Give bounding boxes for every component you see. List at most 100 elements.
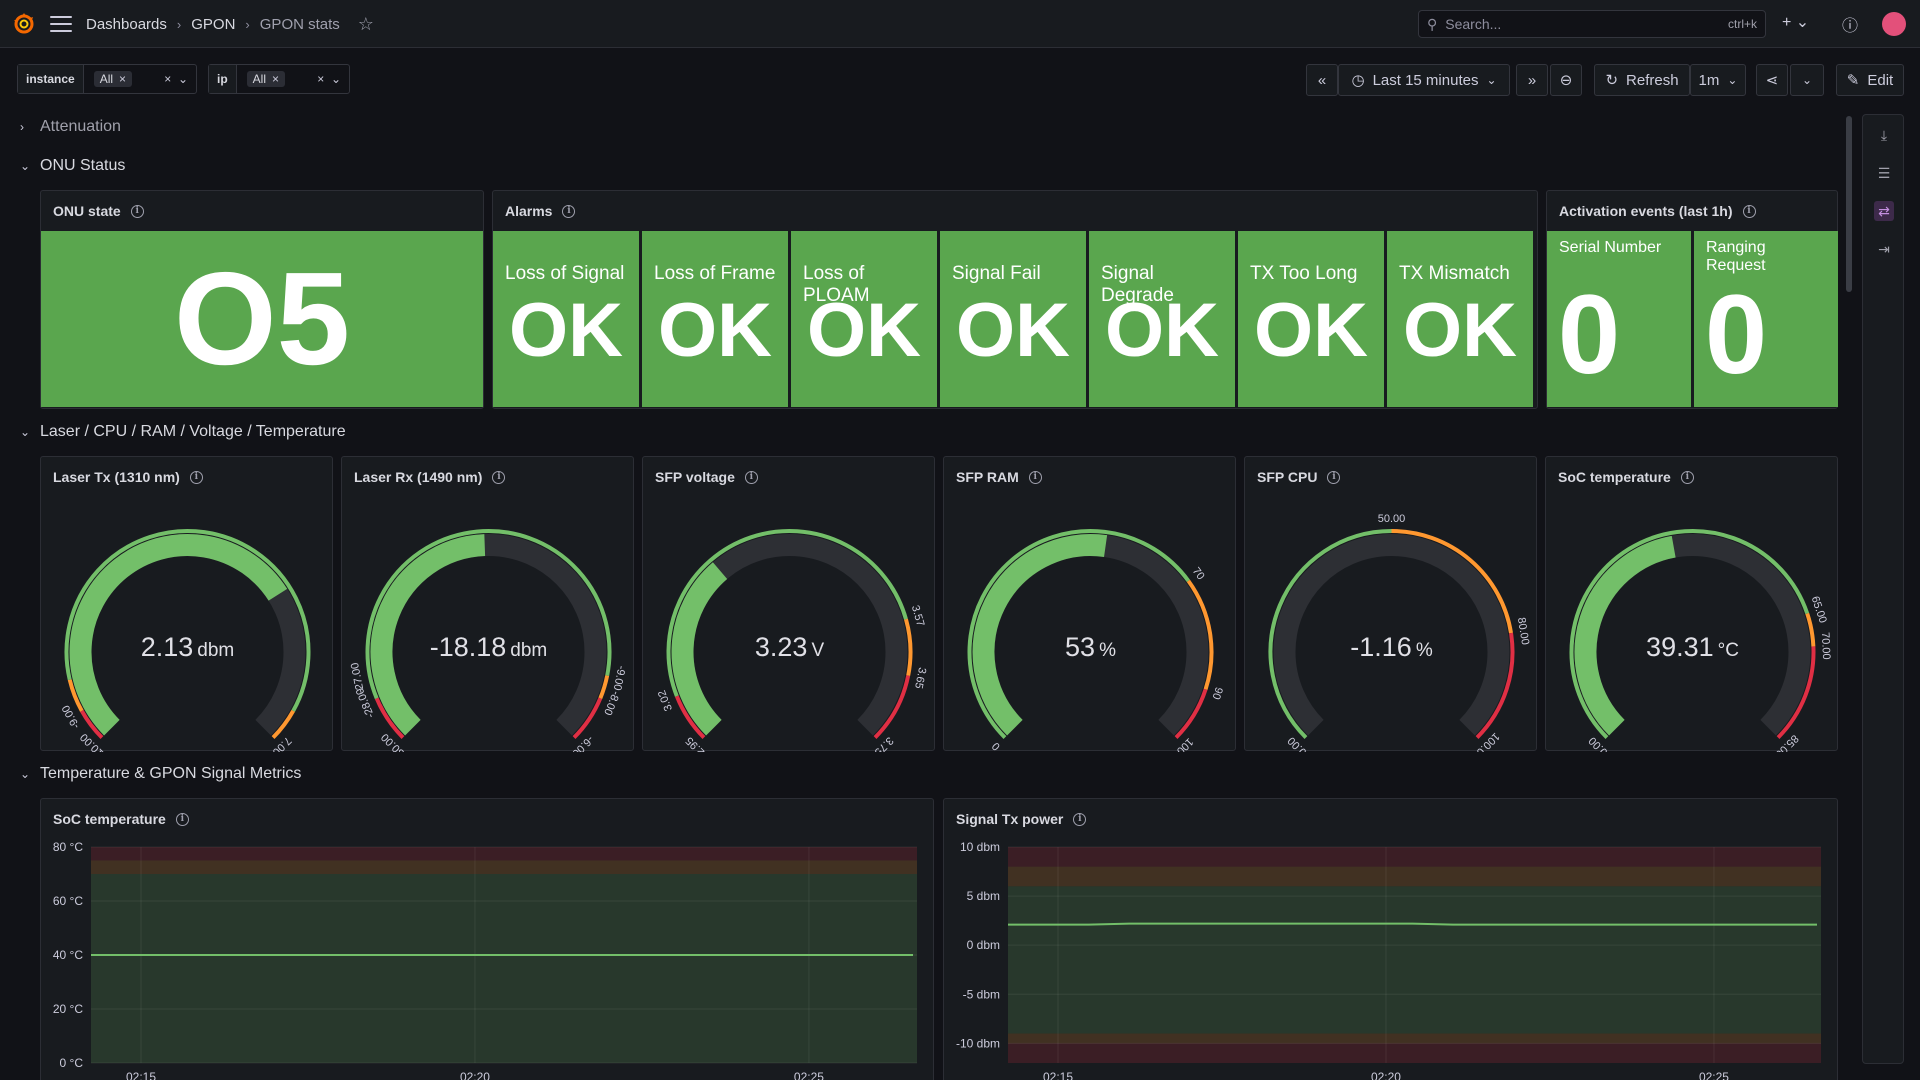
search-shortcut: ctrl+k bbox=[1727, 17, 1757, 31]
panel-signal-tx-power-timeseries[interactable]: Signal Tx power i 10 dbm 5 dbm 0 dbm -5 dbm -… bbox=[943, 798, 1838, 1080]
edit-button[interactable]: ✎ Edit bbox=[1836, 64, 1904, 96]
gauge-threshold-band bbox=[1569, 529, 1810, 739]
chevron-down-icon: ⌄ bbox=[1486, 73, 1497, 87]
chip-remove-icon[interactable]: × bbox=[119, 72, 127, 86]
time-back-button[interactable]: « bbox=[1306, 64, 1338, 96]
chip-remove-icon[interactable]: × bbox=[272, 72, 280, 86]
gauge-tick-label: 85.00 bbox=[1773, 732, 1801, 752]
panel-onu-state[interactable]: ONU state i O5 bbox=[40, 190, 484, 409]
panel-activation-events[interactable]: Activation events (last 1h) i Serial Numb… bbox=[1546, 190, 1838, 409]
gauge-tick-label: 90 bbox=[1209, 685, 1224, 700]
gauge-value-number: 3.23 bbox=[754, 632, 808, 662]
info-icon[interactable]: i bbox=[744, 470, 758, 484]
panel-soc-temperature-timeseries[interactable]: SoC temperature i 80 °C 60 °C 40 °C 20 °C 0 °… bbox=[40, 798, 934, 1080]
row-onu-status[interactable]: ⌄ ONU Status bbox=[20, 157, 125, 175]
threshold-band bbox=[91, 860, 917, 874]
info-icon[interactable]: i bbox=[1028, 470, 1042, 484]
stat-value: OK bbox=[509, 288, 623, 373]
variable-ip[interactable]: ip All × × ⌄ bbox=[208, 64, 350, 94]
stat-value: 0 bbox=[1704, 272, 1768, 397]
add-icon[interactable]: + ⌄ bbox=[1782, 14, 1810, 31]
scrollbar[interactable] bbox=[1846, 116, 1852, 292]
panel-title-text: SFP CPU bbox=[1257, 469, 1318, 485]
gauge-value-arc bbox=[370, 534, 486, 736]
share-button[interactable]: ⋖ bbox=[1756, 64, 1788, 96]
panel-title: SFP voltage i bbox=[655, 469, 758, 485]
info-icon[interactable]: i bbox=[492, 470, 506, 484]
download-icon[interactable]: ⤓ bbox=[1880, 126, 1888, 143]
row-laser[interactable]: ⌄ Laser / CPU / RAM / Voltage / Temperat… bbox=[20, 423, 346, 441]
info-icon[interactable]: i bbox=[1742, 204, 1756, 218]
panel-title-text: ONU state bbox=[53, 203, 121, 219]
info-icon[interactable]: i bbox=[1073, 812, 1087, 826]
panel-title-text: SFP RAM bbox=[956, 469, 1019, 485]
gauge-value-arc bbox=[671, 562, 728, 736]
series-line bbox=[1008, 922, 1817, 926]
info-icon[interactable]: i bbox=[130, 204, 144, 218]
gauge-threshold-band bbox=[67, 679, 84, 712]
info-icon[interactable]: i bbox=[1327, 470, 1341, 484]
share-menu-button[interactable]: ⌄ bbox=[1790, 64, 1824, 96]
time-forward-button[interactable]: » bbox=[1516, 64, 1548, 96]
gauge-threshold-band bbox=[1776, 646, 1816, 739]
help-icon[interactable]: ⓘ bbox=[1842, 18, 1859, 35]
breadcrumb-gpon[interactable]: GPON bbox=[191, 16, 236, 33]
grafana-logo-icon[interactable] bbox=[11, 11, 37, 37]
panel-gauge[interactable]: Laser Tx (1310 nm) i -10.00 -9.00 7.00 2.13 db… bbox=[40, 456, 333, 752]
variable-instance[interactable]: instance All × × ⌄ bbox=[17, 64, 197, 94]
gauge-value: 53% bbox=[944, 632, 1237, 663]
refresh-interval-picker[interactable]: 1m ⌄ bbox=[1690, 64, 1746, 96]
variable-ip-controls-icon[interactable]: × ⌄ bbox=[317, 72, 341, 86]
breadcrumb-dashboards[interactable]: Dashboards bbox=[86, 16, 167, 33]
gauge-tick-label: 80.00 bbox=[1515, 617, 1531, 646]
variable-instance-chip[interactable]: All × bbox=[93, 71, 133, 87]
y-tick-label: 80 °C bbox=[53, 840, 83, 854]
zoom-out-button[interactable]: ⊖ bbox=[1550, 64, 1582, 96]
gauge-tick-label: 65.00 bbox=[1809, 595, 1829, 625]
panel-gauge[interactable]: SoC temperature i 0.00 65.00 70.00 85.00 39.31… bbox=[1545, 456, 1838, 752]
stat-alarm-tile: TX Too Long OK bbox=[1238, 231, 1384, 407]
panel-alarms[interactable]: Alarms i Loss of Signal OK Loss of Frame OK L… bbox=[492, 190, 1538, 409]
panel-gauge[interactable]: Laser Rx (1490 nm) i -30.00 -28.00 -27.00 -9.… bbox=[341, 456, 634, 752]
avatar[interactable] bbox=[1882, 12, 1906, 36]
outline-icon[interactable]: ☰ bbox=[1877, 164, 1891, 181]
x-tick-label: 02:15 bbox=[1043, 1070, 1073, 1080]
stat-label: TX Too Long bbox=[1250, 263, 1358, 284]
panel-title: SFP RAM i bbox=[956, 469, 1042, 485]
variable-ip-chip[interactable]: All × bbox=[246, 71, 286, 87]
variable-ip-value: All bbox=[252, 72, 267, 86]
y-tick-label: -5 dbm bbox=[963, 987, 1000, 1001]
row-attenuation[interactable]: › Attenuation bbox=[20, 118, 121, 136]
info-icon[interactable]: i bbox=[1680, 470, 1694, 484]
panel-gauge[interactable]: SFP voltage i 2.95 3.02 3.57 3.65 3.75 3.23 V bbox=[642, 456, 935, 752]
breadcrumb-separator-icon: › bbox=[176, 17, 182, 32]
timeseries-svg: 80 °C 60 °C 40 °C 20 °C 0 °C 02:15 02:20 02:25 bbox=[53, 840, 917, 1080]
star-icon[interactable]: ☆ bbox=[357, 14, 374, 34]
panel-title: Activation events (last 1h) i bbox=[1559, 203, 1756, 219]
time-range-picker[interactable]: ◷ Last 15 minutes ⌄ bbox=[1338, 64, 1510, 96]
gauge-value-unit: V bbox=[811, 640, 825, 661]
refresh-button[interactable]: ↻ Refresh bbox=[1594, 64, 1690, 96]
search-input[interactable]: ⚲ Search... ctrl+k bbox=[1418, 10, 1766, 38]
panel-gauge[interactable]: SFP CPU i 0.00 50.00 80.00 100.00 -1.16% bbox=[1244, 456, 1537, 752]
stat-label: Signal Degrade bbox=[1101, 263, 1174, 306]
stat-alarm-tile: Signal Degrade OK bbox=[1089, 231, 1235, 407]
timeseries-svg: 10 dbm 5 dbm 0 dbm -5 dbm -10 dbm 02:15 02:20 0… bbox=[956, 840, 1821, 1080]
sync-icon[interactable]: ⇄ bbox=[1874, 201, 1894, 221]
menu-icon[interactable] bbox=[50, 14, 72, 34]
refresh-label: Refresh bbox=[1626, 71, 1679, 89]
info-icon[interactable]: i bbox=[562, 204, 576, 218]
stat-alarm-tile: Loss of PLOAM OK bbox=[791, 231, 937, 407]
stat-label: Ranging Request bbox=[1706, 239, 1766, 274]
row-temp-signal[interactable]: ⌄ Temperature & GPON Signal Metrics bbox=[20, 765, 301, 783]
stat-label: Loss of PLOAM bbox=[803, 263, 870, 306]
pencil-icon: ✎ bbox=[1846, 72, 1860, 89]
variable-instance-controls-icon[interactable]: × ⌄ bbox=[164, 72, 188, 86]
panel-gauge[interactable]: SFP RAM i 0 70 90 100 53% bbox=[943, 456, 1237, 752]
dock-icon[interactable]: ⇥ bbox=[1878, 240, 1890, 257]
info-icon[interactable]: i bbox=[189, 470, 203, 484]
info-icon[interactable]: i bbox=[175, 812, 189, 826]
y-tick-label: 10 dbm bbox=[960, 840, 1000, 854]
